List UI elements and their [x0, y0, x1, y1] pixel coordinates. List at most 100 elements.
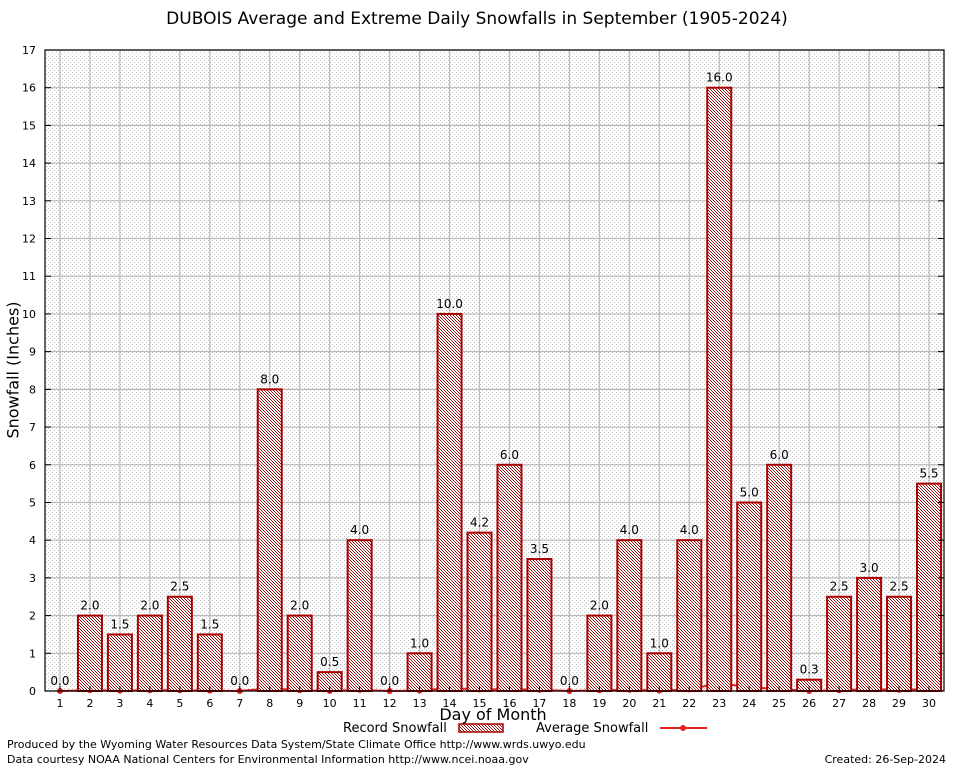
x-tick-label: 2 — [86, 697, 93, 710]
x-tick-label: 29 — [892, 697, 906, 710]
record-bar — [526, 558, 553, 692]
record-bar — [706, 86, 733, 693]
bar-value-label: 2.0 — [590, 599, 609, 613]
bar-value-label: 8.0 — [260, 372, 279, 386]
bar-value-label: 16.0 — [706, 71, 733, 85]
bar-value-label: 0.0 — [560, 674, 579, 688]
record-bar — [346, 539, 373, 692]
x-tick-label: 22 — [682, 697, 696, 710]
record-bar — [586, 614, 613, 693]
y-tick-label: 13 — [22, 195, 36, 208]
record-bar — [436, 312, 463, 692]
record-bar — [136, 614, 163, 693]
record-bar — [406, 652, 433, 693]
y-axis-label: Snowfall (Inches) — [3, 301, 23, 439]
bar-value-label: 3.5 — [530, 542, 549, 556]
record-bar — [886, 595, 913, 692]
x-tick-label: 5 — [176, 697, 183, 710]
bar-value-label: 0.5 — [320, 655, 339, 669]
x-tick-label: 23 — [712, 697, 726, 710]
bar-value-label: 10.0 — [436, 297, 463, 311]
record-bar — [676, 539, 703, 692]
x-tick-label: 11 — [353, 697, 367, 710]
plot-background — [45, 50, 944, 691]
legend-record-label: Record Snowfall — [343, 721, 447, 736]
y-tick-label: 9 — [29, 346, 36, 359]
x-tick-label: 8 — [266, 697, 273, 710]
x-tick-label: 24 — [742, 697, 756, 710]
x-tick-label: 14 — [443, 697, 457, 710]
y-tick-label: 7 — [29, 421, 36, 434]
x-tick-label: 6 — [206, 697, 213, 710]
record-bar — [286, 614, 313, 693]
x-tick-label: 16 — [502, 697, 516, 710]
y-tick-label: 11 — [22, 270, 36, 283]
x-tick-label: 19 — [592, 697, 606, 710]
bar-value-label: 4.0 — [680, 523, 699, 537]
footer-produced-by: Produced by the Wyoming Water Resources … — [7, 738, 586, 751]
y-tick-label: 10 — [22, 308, 36, 321]
legend-swatches — [458, 723, 707, 733]
y-tick-label: 16 — [22, 82, 36, 95]
bar-value-label: 2.5 — [890, 580, 909, 594]
bar-value-label: 0.0 — [380, 674, 399, 688]
record-bar — [196, 633, 223, 692]
bar-value-label: 5.5 — [919, 467, 938, 481]
record-bar — [856, 576, 883, 692]
record-bar — [166, 595, 193, 692]
x-tick-label: 12 — [383, 697, 397, 710]
chart-title: DUBOIS Average and Extreme Daily Snowfal… — [166, 9, 788, 29]
bar-value-label: 2.0 — [140, 599, 159, 613]
record-bar — [256, 388, 283, 692]
bar-value-label: 4.0 — [350, 523, 369, 537]
y-tick-label: 2 — [29, 610, 36, 623]
bar-value-label: 1.0 — [410, 636, 429, 650]
x-tick-label: 27 — [832, 697, 846, 710]
record-snowfall-series: 0.0 2.0 1.5 2.0 2.5 1.5 0.0 8.0 2.0 0.5 4.0 0.0 1.0 1… — [50, 71, 943, 693]
bar-value-label: 5.0 — [740, 485, 759, 499]
y-tick-label: 0 — [29, 685, 36, 698]
plot-border — [44, 49, 945, 692]
bar-value-label: 3.0 — [860, 561, 879, 575]
footer-data-courtesy: Data courtesy NOAA National Centers for … — [7, 753, 529, 766]
bar-value-label: 1.5 — [110, 617, 129, 631]
record-bar — [916, 482, 943, 692]
x-tick-label: 25 — [772, 697, 786, 710]
x-tick-label: 17 — [532, 697, 546, 710]
x-tick-label: 26 — [802, 697, 816, 710]
record-bar — [616, 539, 643, 692]
record-bar — [766, 463, 793, 692]
bar-value-label: 0.0 — [50, 674, 69, 688]
y-tick-label: 8 — [29, 383, 36, 396]
bar-value-label: 6.0 — [500, 448, 519, 462]
x-axis-label: Day of Month — [439, 705, 547, 724]
x-tick-label: 7 — [236, 697, 243, 710]
bar-value-label: 2.0 — [290, 599, 309, 613]
y-tick-label: 12 — [22, 233, 36, 246]
y-tick-label: 5 — [29, 496, 36, 509]
legend-record-swatch — [458, 723, 504, 733]
record-bar — [496, 463, 523, 692]
x-tick-label: 30 — [922, 697, 936, 710]
record-bar — [106, 633, 133, 692]
legend-average-label: Average Snowfall — [536, 721, 649, 736]
bar-value-label: 2.5 — [170, 580, 189, 594]
record-bar — [826, 595, 853, 692]
bar-value-label: 2.0 — [80, 599, 99, 613]
y-tick-label: 15 — [22, 119, 36, 132]
record-bar — [736, 501, 763, 692]
bar-value-label: 0.0 — [230, 674, 249, 688]
bar-value-label: 1.0 — [650, 636, 669, 650]
record-bar — [646, 652, 673, 693]
bar-value-label: 1.5 — [200, 617, 219, 631]
x-tick-label: 28 — [862, 697, 876, 710]
x-tick-label: 18 — [562, 697, 576, 710]
record-bar — [76, 614, 103, 693]
record-bar — [466, 531, 493, 693]
y-tick-label: 17 — [22, 44, 36, 57]
x-tick-label: 9 — [296, 697, 303, 710]
plot-dot-pattern — [45, 50, 944, 691]
bar-value-label: 4.0 — [620, 523, 639, 537]
